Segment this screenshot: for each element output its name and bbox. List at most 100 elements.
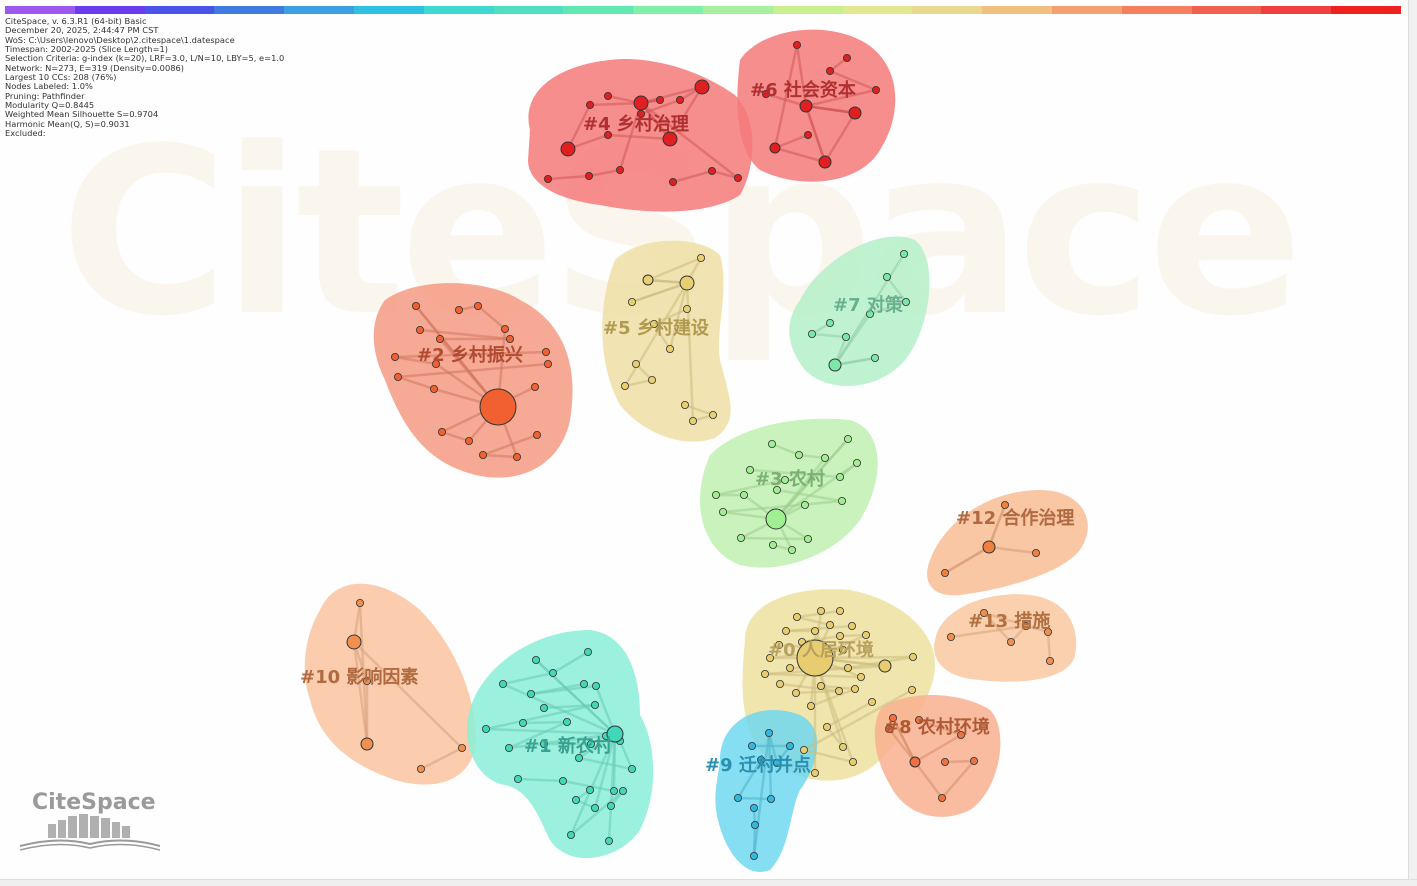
network-node-major[interactable]: [765, 508, 787, 530]
horizontal-scrollbar[interactable]: [0, 879, 1417, 886]
network-node[interactable]: [648, 375, 657, 384]
network-node[interactable]: [628, 765, 637, 774]
network-node[interactable]: [885, 725, 894, 734]
network-node[interactable]: [788, 546, 797, 555]
network-node[interactable]: [505, 334, 514, 343]
network-node[interactable]: [498, 680, 507, 689]
network-node[interactable]: [697, 253, 706, 262]
network-node[interactable]: [666, 344, 675, 353]
network-node[interactable]: [605, 837, 614, 846]
network-node[interactable]: [563, 718, 572, 727]
network-node[interactable]: [519, 719, 528, 728]
network-node[interactable]: [842, 332, 851, 341]
network-node[interactable]: [500, 324, 509, 333]
cluster-area-c7[interactable]: [789, 236, 930, 387]
network-node[interactable]: [900, 249, 909, 258]
network-node[interactable]: [473, 301, 482, 310]
network-node[interactable]: [584, 648, 593, 657]
cluster-label-c0[interactable]: #0 人居环境: [768, 639, 874, 661]
network-node[interactable]: [908, 686, 917, 695]
network-node[interactable]: [767, 795, 776, 804]
network-node[interactable]: [776, 680, 785, 689]
network-node[interactable]: [941, 758, 950, 767]
network-node[interactable]: [416, 765, 425, 774]
cluster-label-c12[interactable]: #12 合作治理: [956, 507, 1074, 529]
cluster-label-c6[interactable]: #6 社会资本: [750, 79, 856, 101]
network-node[interactable]: [592, 682, 601, 691]
network-node[interactable]: [689, 416, 698, 425]
cluster-label-c1[interactable]: #1 新农村: [524, 735, 612, 757]
network-node[interactable]: [807, 702, 816, 711]
network-node[interactable]: [737, 534, 746, 543]
network-node[interactable]: [604, 92, 613, 101]
network-node[interactable]: [857, 673, 866, 682]
network-node[interactable]: [835, 687, 844, 696]
network-node[interactable]: [504, 744, 513, 753]
cluster-area-c13[interactable]: [934, 594, 1077, 682]
network-node[interactable]: [650, 319, 659, 328]
network-node[interactable]: [765, 729, 774, 738]
network-node[interactable]: [676, 96, 685, 105]
network-node[interactable]: [604, 130, 613, 139]
cluster-area-c12[interactable]: [927, 490, 1088, 596]
network-node[interactable]: [851, 685, 860, 694]
network-node[interactable]: [585, 171, 594, 180]
network-node[interactable]: [683, 304, 692, 313]
network-node[interactable]: [669, 177, 678, 186]
network-node[interactable]: [750, 804, 759, 813]
network-node[interactable]: [709, 410, 718, 419]
network-node[interactable]: [941, 569, 950, 578]
network-node[interactable]: [761, 670, 770, 679]
network-node[interactable]: [889, 714, 898, 723]
network-node[interactable]: [544, 174, 553, 183]
network-node[interactable]: [1046, 657, 1055, 666]
network-node[interactable]: [804, 535, 813, 544]
network-node[interactable]: [782, 627, 791, 636]
cluster-area-c4[interactable]: [528, 59, 753, 212]
network-node[interactable]: [719, 507, 728, 516]
network-node-major[interactable]: [796, 639, 834, 677]
network-node[interactable]: [821, 453, 830, 462]
network-node-major[interactable]: [560, 141, 576, 157]
network-node-major[interactable]: [769, 142, 781, 154]
network-node[interactable]: [457, 744, 466, 753]
network-node[interactable]: [435, 334, 444, 343]
network-node[interactable]: [843, 54, 852, 63]
network-node[interactable]: [532, 656, 541, 665]
network-node[interactable]: [740, 490, 749, 499]
network-node[interactable]: [587, 740, 596, 749]
network-node[interactable]: [848, 622, 857, 631]
network-node[interactable]: [607, 802, 616, 811]
network-node[interactable]: [839, 743, 848, 752]
cluster-label-c3[interactable]: #3 农村: [755, 468, 825, 490]
network-node[interactable]: [632, 359, 641, 368]
network-node[interactable]: [751, 821, 760, 830]
network-node[interactable]: [513, 452, 522, 461]
network-node-major[interactable]: [479, 388, 517, 426]
network-node[interactable]: [786, 664, 795, 673]
cluster-label-c5[interactable]: #5 乡村建设: [603, 317, 709, 339]
network-node[interactable]: [970, 757, 979, 766]
network-node[interactable]: [826, 67, 835, 76]
network-node[interactable]: [844, 434, 853, 443]
network-node[interactable]: [844, 664, 853, 673]
network-node-major[interactable]: [848, 106, 862, 120]
cluster-label-c13[interactable]: #13 措施: [968, 610, 1050, 632]
cluster-area-c8[interactable]: [874, 695, 1001, 817]
network-node-major[interactable]: [818, 155, 832, 169]
network-node[interactable]: [915, 716, 924, 725]
network-node[interactable]: [804, 130, 813, 139]
network-node[interactable]: [902, 297, 911, 306]
network-node[interactable]: [712, 490, 721, 499]
network-node[interactable]: [549, 669, 558, 678]
network-node-major[interactable]: [360, 737, 374, 751]
network-node[interactable]: [748, 742, 757, 751]
network-node[interactable]: [527, 690, 536, 699]
network-node[interactable]: [947, 633, 956, 642]
network-node[interactable]: [542, 347, 551, 356]
network-node[interactable]: [681, 400, 690, 409]
network-node-major[interactable]: [828, 358, 842, 372]
cluster-label-c7[interactable]: #7 对策: [833, 294, 904, 316]
network-node[interactable]: [567, 831, 576, 840]
